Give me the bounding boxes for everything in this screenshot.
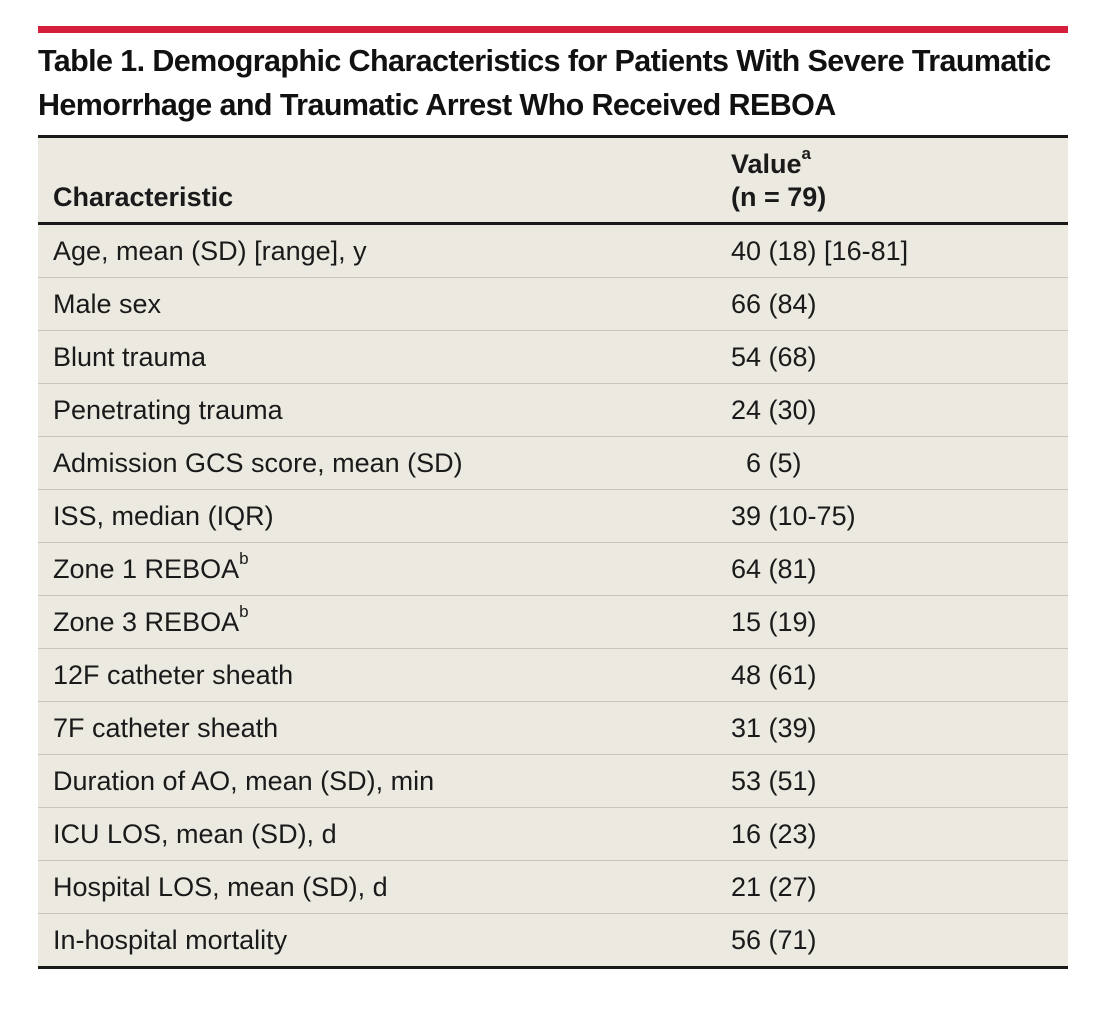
row-value: 6 (5) <box>731 436 1068 490</box>
row-label: Duration of AO, mean (SD), min <box>53 766 435 796</box>
table-row: ICU LOS, mean (SD), d 16 (23) <box>38 807 1068 861</box>
row-value: 16 (23) <box>731 807 1068 861</box>
row-value: 39 (10-75) <box>731 489 1068 543</box>
row-characteristic: Duration of AO, mean (SD), min <box>38 754 731 808</box>
accent-bar <box>38 26 1068 33</box>
table-row: Zone 1 REBOAb 64 (81) <box>38 542 1068 596</box>
row-characteristic: Penetrating trauma <box>38 383 731 437</box>
row-characteristic: ISS, median (IQR) <box>38 489 731 543</box>
table-row: 12F catheter sheath 48 (61) <box>38 648 1068 702</box>
row-value: 54 (68) <box>731 330 1068 384</box>
row-label: Male sex <box>53 289 162 319</box>
row-value: 56 (71) <box>731 913 1068 969</box>
row-characteristic: Hospital LOS, mean (SD), d <box>38 860 731 914</box>
column-header-characteristic: Characteristic <box>38 138 731 225</box>
table-row: ISS, median (IQR) 39 (10-75) <box>38 489 1068 543</box>
row-value: 64 (81) <box>731 542 1068 596</box>
row-characteristic: Male sex <box>38 277 731 331</box>
value-header-footnote: a <box>801 144 812 163</box>
row-characteristic: Zone 3 REBOAb <box>38 595 731 649</box>
row-value: 40 (18) [16-81] <box>731 236 909 266</box>
row-characteristic: Age, mean (SD) [range], y <box>38 224 731 278</box>
table-row: Admission GCS score, mean (SD) 6 (5) <box>38 436 1068 490</box>
row-footnote: b <box>239 549 249 568</box>
table-row: Duration of AO, mean (SD), min 53 (51) <box>38 754 1068 808</box>
row-label: In-hospital mortality <box>53 925 288 955</box>
row-value: 15 (19) <box>731 595 1068 649</box>
table-row: Penetrating trauma 24 (30) <box>38 383 1068 437</box>
row-label: Zone 3 REBOA <box>53 607 240 637</box>
row-label: 12F catheter sheath <box>53 660 294 690</box>
row-characteristic: 7F catheter sheath <box>38 701 731 755</box>
row-label: Penetrating trauma <box>53 395 283 425</box>
column-header-value: Valuea (n = 79) <box>731 138 1068 225</box>
table-title: Table 1. Demographic Characteristics for… <box>38 33 1068 135</box>
header-row: Characteristic Valuea (n = 79) <box>38 138 1068 225</box>
row-value: 21 (27) <box>731 860 1068 914</box>
row-label: 7F catheter sheath <box>53 713 279 743</box>
row-value: 66 (84) <box>731 277 1068 331</box>
row-footnote: b <box>239 602 249 621</box>
row-characteristic: 12F catheter sheath <box>38 648 731 702</box>
row-label: Hospital LOS, mean (SD), d <box>53 872 388 902</box>
table-row: Hospital LOS, mean (SD), d 21 (27) <box>38 860 1068 914</box>
row-characteristic: Admission GCS score, mean (SD) <box>38 436 731 490</box>
table-title-line-2: Hemorrhage and Traumatic Arrest Who Rece… <box>38 88 836 122</box>
table-row: Age, mean (SD) [range], y 40 (18) [16-81] <box>38 224 1068 278</box>
table-row: 7F catheter sheath 31 (39) <box>38 701 1068 755</box>
row-value: 31 (39) <box>731 701 1068 755</box>
row-label: ICU LOS, mean (SD), d <box>53 819 337 849</box>
row-label: Age, mean (SD) [range], y <box>53 236 367 266</box>
row-label: Admission GCS score, mean (SD) <box>53 448 463 478</box>
table-row: Male sex 66 (84) <box>38 277 1068 331</box>
row-label: Blunt trauma <box>53 342 207 372</box>
table-row: Blunt trauma 54 (68) <box>38 330 1068 384</box>
row-characteristic: Zone 1 REBOAb <box>38 542 731 596</box>
table-body: Age, mean (SD) [range], y 40 (18) [16-81]… <box>38 224 1068 969</box>
row-label: Zone 1 REBOA <box>53 554 240 584</box>
table-row: Zone 3 REBOAb 15 (19) <box>38 595 1068 649</box>
value-header-label: Value <box>731 149 802 179</box>
value-header-n: (n = 79) <box>731 182 827 212</box>
row-characteristic: In-hospital mortality <box>38 913 731 969</box>
demographics-table: Characteristic Valuea (n = 79) Age, mean… <box>38 138 1068 969</box>
row-value: 24 (30) <box>731 383 1068 437</box>
table-figure: Table 1. Demographic Characteristics for… <box>38 26 1068 969</box>
row-characteristic: ICU LOS, mean (SD), d <box>38 807 731 861</box>
row-value: 53 (51) <box>731 754 1068 808</box>
row-value: 48 (61) <box>731 648 1068 702</box>
title-rule <box>38 135 1068 138</box>
row-label: ISS, median (IQR) <box>53 501 274 531</box>
table-title-line-1: Table 1. Demographic Characteristics for… <box>38 44 1051 78</box>
row-characteristic: Blunt trauma <box>38 330 731 384</box>
table-row: In-hospital mortality 56 (71) <box>38 913 1068 969</box>
